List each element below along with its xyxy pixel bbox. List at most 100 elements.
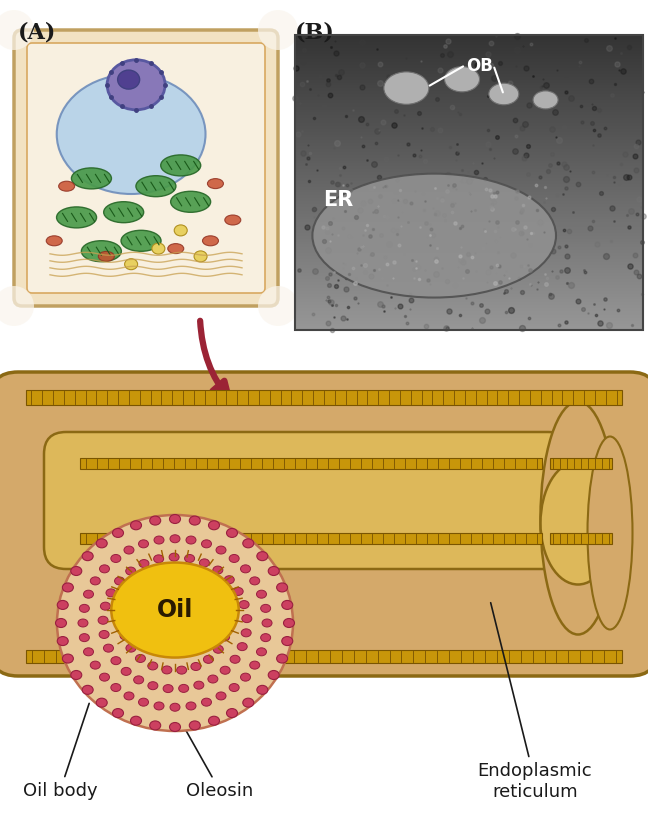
Ellipse shape <box>185 554 194 563</box>
Ellipse shape <box>227 529 238 538</box>
Ellipse shape <box>205 583 214 591</box>
Ellipse shape <box>152 243 165 254</box>
Ellipse shape <box>79 634 89 642</box>
Ellipse shape <box>98 251 114 261</box>
Ellipse shape <box>111 657 121 665</box>
Ellipse shape <box>57 637 68 646</box>
Ellipse shape <box>186 536 196 544</box>
Ellipse shape <box>71 671 82 680</box>
Ellipse shape <box>282 601 293 610</box>
Ellipse shape <box>155 593 165 601</box>
FancyBboxPatch shape <box>0 372 648 676</box>
Ellipse shape <box>124 546 134 554</box>
Ellipse shape <box>243 539 254 548</box>
Ellipse shape <box>240 673 251 681</box>
Ellipse shape <box>229 684 239 691</box>
Ellipse shape <box>107 59 165 110</box>
Ellipse shape <box>111 684 121 691</box>
Ellipse shape <box>71 168 111 189</box>
Ellipse shape <box>148 681 158 690</box>
Ellipse shape <box>84 648 93 656</box>
Text: (A): (A) <box>18 22 56 44</box>
Ellipse shape <box>124 259 137 270</box>
Ellipse shape <box>96 698 107 707</box>
Ellipse shape <box>98 616 108 624</box>
Ellipse shape <box>121 667 131 676</box>
Ellipse shape <box>262 619 272 627</box>
FancyBboxPatch shape <box>27 43 265 293</box>
Ellipse shape <box>57 601 68 610</box>
Ellipse shape <box>56 619 67 628</box>
Ellipse shape <box>282 637 293 646</box>
Ellipse shape <box>445 67 480 92</box>
Ellipse shape <box>57 515 293 731</box>
Ellipse shape <box>121 230 161 251</box>
Ellipse shape <box>216 546 226 554</box>
Ellipse shape <box>56 206 97 228</box>
FancyBboxPatch shape <box>44 432 570 569</box>
Ellipse shape <box>130 716 141 725</box>
Ellipse shape <box>239 601 249 609</box>
Ellipse shape <box>213 645 224 653</box>
Ellipse shape <box>118 70 139 89</box>
Ellipse shape <box>170 192 211 212</box>
Ellipse shape <box>139 540 148 548</box>
Ellipse shape <box>233 587 243 596</box>
Ellipse shape <box>90 661 100 669</box>
Ellipse shape <box>209 520 220 529</box>
Ellipse shape <box>166 648 176 656</box>
Ellipse shape <box>96 539 107 548</box>
Ellipse shape <box>113 529 124 538</box>
Ellipse shape <box>194 681 204 689</box>
Ellipse shape <box>540 462 616 585</box>
Ellipse shape <box>135 654 145 662</box>
Ellipse shape <box>170 534 180 543</box>
Ellipse shape <box>99 630 109 638</box>
Ellipse shape <box>113 709 124 718</box>
Ellipse shape <box>220 606 230 615</box>
Ellipse shape <box>284 619 294 628</box>
Ellipse shape <box>202 620 212 628</box>
Text: ER: ER <box>323 190 353 210</box>
Ellipse shape <box>111 563 238 657</box>
Ellipse shape <box>148 662 157 670</box>
Ellipse shape <box>230 655 240 663</box>
Ellipse shape <box>540 401 616 634</box>
Ellipse shape <box>104 202 144 223</box>
Ellipse shape <box>202 235 218 246</box>
Ellipse shape <box>242 615 252 623</box>
Ellipse shape <box>168 244 184 254</box>
Ellipse shape <box>153 643 163 652</box>
Ellipse shape <box>124 692 134 700</box>
Bar <box>26 650 622 663</box>
Ellipse shape <box>79 605 89 612</box>
Ellipse shape <box>130 520 141 529</box>
Ellipse shape <box>257 648 266 656</box>
Text: Oleosin: Oleosin <box>186 730 253 800</box>
Ellipse shape <box>220 667 230 674</box>
Ellipse shape <box>57 74 205 194</box>
Ellipse shape <box>249 661 260 669</box>
Ellipse shape <box>222 620 232 628</box>
Ellipse shape <box>104 644 113 653</box>
Ellipse shape <box>100 565 110 573</box>
Ellipse shape <box>240 565 251 573</box>
Ellipse shape <box>82 240 121 262</box>
Ellipse shape <box>154 536 164 544</box>
Ellipse shape <box>145 601 155 609</box>
Ellipse shape <box>62 654 73 663</box>
Ellipse shape <box>115 577 124 585</box>
Ellipse shape <box>100 602 110 610</box>
Ellipse shape <box>136 176 176 197</box>
Ellipse shape <box>202 540 211 548</box>
Ellipse shape <box>127 593 137 601</box>
Ellipse shape <box>179 647 189 655</box>
Ellipse shape <box>161 155 201 176</box>
Ellipse shape <box>277 654 288 663</box>
Ellipse shape <box>533 91 558 109</box>
Ellipse shape <box>170 703 180 711</box>
Text: (B): (B) <box>295 22 335 44</box>
Bar <box>295 35 643 330</box>
Ellipse shape <box>149 576 159 583</box>
Ellipse shape <box>199 632 209 639</box>
